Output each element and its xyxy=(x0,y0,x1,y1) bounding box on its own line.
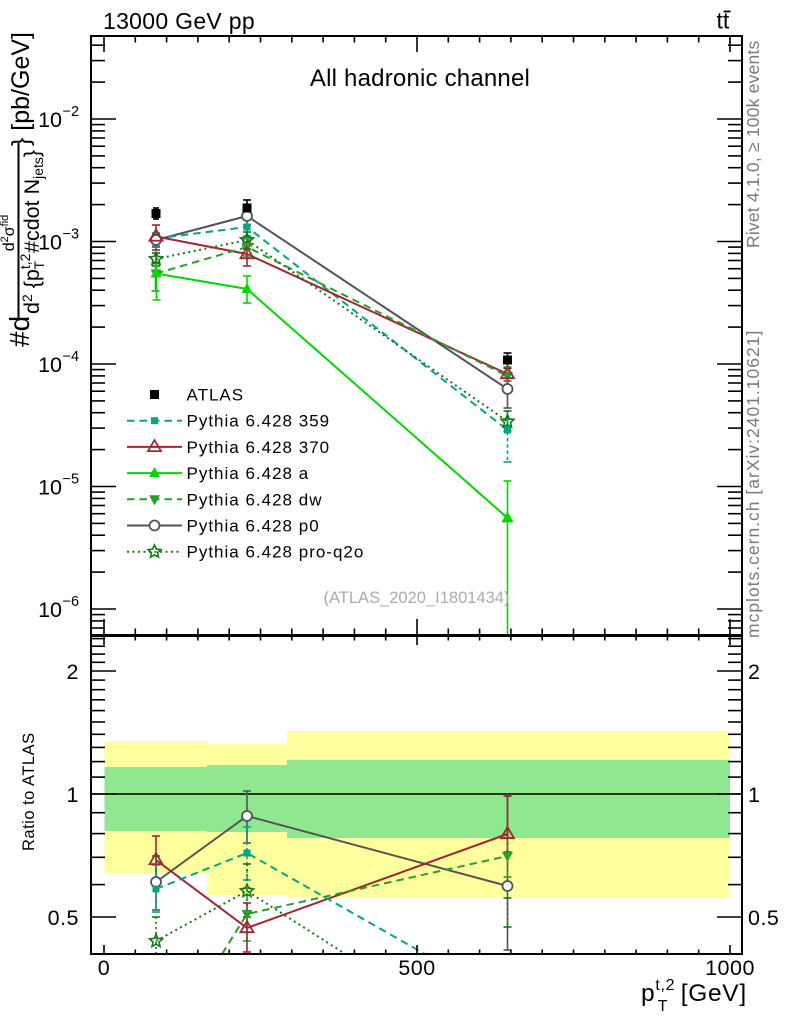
svg-text:2: 2 xyxy=(748,660,760,684)
svg-text:ATLAS: ATLAS xyxy=(187,386,245,405)
svg-text:mcplots.cern.ch [arXiv:2401.10: mcplots.cern.ch [arXiv:2401.10621] xyxy=(743,330,763,638)
svg-text:500: 500 xyxy=(398,956,435,980)
svg-text:−6: −6 xyxy=(63,594,80,610)
svg-text:All hadronic channel: All hadronic channel xyxy=(310,65,530,92)
svg-text:(ATLAS_2020_I1801434): (ATLAS_2020_I1801434) xyxy=(324,589,510,607)
svg-text:10: 10 xyxy=(38,108,62,132)
svg-text:13000 GeV pp: 13000 GeV pp xyxy=(103,8,255,34)
svg-text:1: 1 xyxy=(748,783,760,807)
svg-text:Pythia 6.428 pro-q2o: Pythia 6.428 pro-q2o xyxy=(187,543,365,562)
svg-text:1000: 1000 xyxy=(705,956,755,980)
svg-text:10: 10 xyxy=(38,598,62,622)
svg-text:0.5: 0.5 xyxy=(748,906,779,930)
svg-text:1: 1 xyxy=(67,783,79,807)
svg-text:d2 {pt,2T #cdot Njets}: d2 {pt,2T #cdot Njets} xyxy=(17,150,47,314)
svg-text:10: 10 xyxy=(38,231,62,255)
svg-text:} [pb/GeV]: } [pb/GeV] xyxy=(7,32,35,146)
svg-text:#d: #d xyxy=(4,316,35,347)
svg-text:Pythia 6.428 370: Pythia 6.428 370 xyxy=(187,438,331,457)
svg-text:10: 10 xyxy=(38,353,62,377)
svg-text:10: 10 xyxy=(38,476,62,500)
svg-text:Pythia 6.428 a: Pythia 6.428 a xyxy=(187,464,310,483)
svg-text:0: 0 xyxy=(98,956,110,980)
svg-text:−5: −5 xyxy=(63,472,80,488)
svg-text:Pythia 6.428 359: Pythia 6.428 359 xyxy=(187,412,331,431)
svg-text:Pythia 6.428 dw: Pythia 6.428 dw xyxy=(187,490,323,509)
svg-text:−2: −2 xyxy=(63,104,80,120)
svg-text:−4: −4 xyxy=(63,349,80,365)
svg-text:2: 2 xyxy=(67,660,79,684)
svg-text:Pythia 6.428 p0: Pythia 6.428 p0 xyxy=(187,517,320,536)
svg-text:Ratio to ATLAS: Ratio to ATLAS xyxy=(20,732,38,851)
svg-text:0.5: 0.5 xyxy=(48,906,79,930)
svg-text:−3: −3 xyxy=(63,227,80,243)
svg-text:tt: tt xyxy=(717,8,730,34)
svg-text:Rivet 4.1.0, ≥ 100k events: Rivet 4.1.0, ≥ 100k events xyxy=(743,41,763,248)
